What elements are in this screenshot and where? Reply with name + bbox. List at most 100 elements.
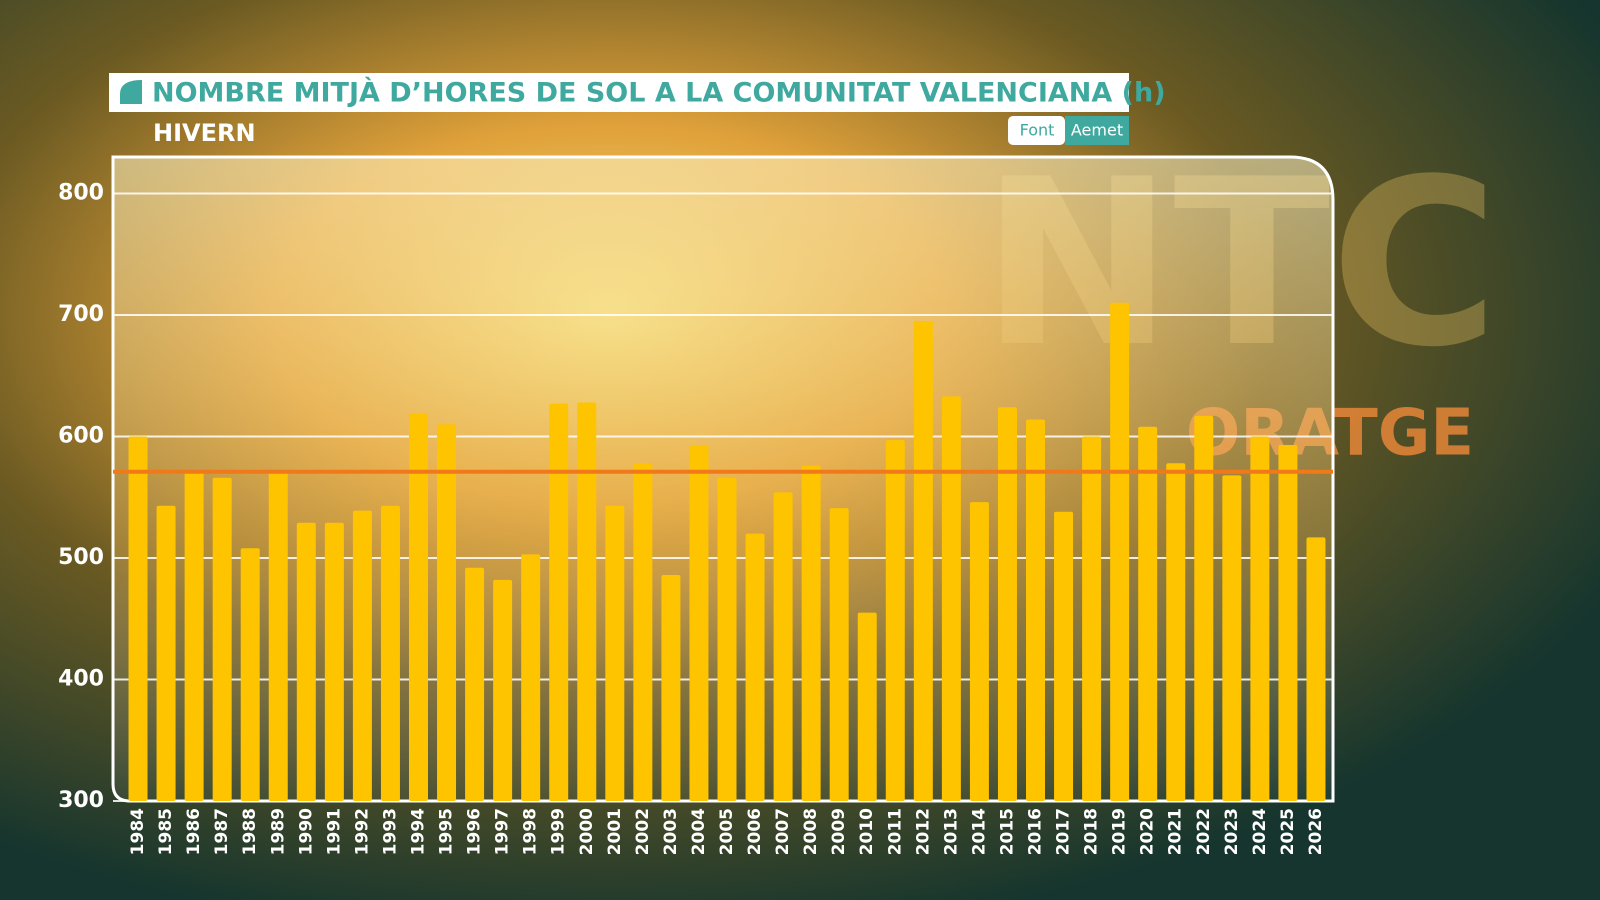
bar	[240, 548, 260, 801]
subtitle: HIVERN	[153, 119, 256, 147]
x-tick-label: 2008	[801, 808, 821, 855]
bar	[156, 505, 176, 801]
x-tick-label: 2000	[577, 808, 597, 855]
bar	[1026, 419, 1046, 801]
bar	[605, 505, 625, 801]
title-bar	[109, 73, 1129, 112]
bar	[184, 471, 204, 801]
source-label: Font	[1020, 121, 1055, 140]
x-tick-label: 2021	[1166, 808, 1186, 855]
bar	[633, 463, 653, 801]
bar	[493, 579, 513, 801]
bar	[549, 403, 569, 801]
x-tick-label: 2016	[1026, 808, 1046, 855]
bar	[1306, 537, 1326, 801]
y-tick-label: 300	[58, 788, 104, 813]
bar	[857, 612, 877, 801]
bar	[829, 508, 849, 801]
bar	[380, 505, 400, 801]
source: Aemet	[1071, 121, 1123, 140]
x-tick-label: 2017	[1054, 808, 1074, 855]
x-tick-label: 1986	[184, 808, 204, 855]
x-tick-label: 2013	[941, 808, 961, 855]
bar	[745, 533, 765, 801]
bar	[296, 522, 316, 801]
x-tick-label: 2009	[829, 808, 849, 855]
x-tick-label: 2001	[605, 808, 625, 855]
x-tick-label: 1991	[324, 808, 344, 855]
bar	[1138, 426, 1158, 801]
bar	[801, 465, 821, 801]
bar	[941, 396, 961, 801]
x-tick-label: 2011	[885, 808, 905, 855]
x-tick-label: 1992	[352, 808, 372, 855]
title-icon	[120, 80, 142, 104]
bar	[997, 407, 1017, 801]
x-tick-label: 2002	[633, 808, 653, 855]
bar	[465, 567, 485, 801]
y-tick-label: 700	[58, 302, 104, 327]
x-tick-label: 2015	[997, 808, 1017, 855]
x-tick-label: 1996	[465, 808, 485, 855]
bar	[969, 502, 989, 801]
x-tick-label: 2020	[1138, 808, 1158, 855]
bar	[521, 554, 541, 801]
x-tick-label: 2022	[1194, 808, 1214, 855]
x-tick-label: 1987	[212, 808, 232, 855]
x-tick-label: 2010	[857, 808, 877, 855]
x-tick-label: 1995	[437, 808, 457, 855]
source-box	[1065, 116, 1129, 145]
x-tick-label: 1999	[549, 808, 569, 855]
bar	[268, 471, 288, 801]
x-tick-label: 2003	[661, 808, 681, 855]
x-tick-label: 1998	[521, 808, 541, 855]
x-tick-label: 2026	[1306, 808, 1326, 855]
x-tick-label: 1993	[380, 808, 400, 855]
x-tick-label: 2014	[969, 808, 989, 855]
x-tick-label: 2023	[1222, 808, 1242, 855]
bar	[324, 522, 344, 801]
x-tick-label: 1989	[268, 808, 288, 855]
y-tick-label: 600	[58, 423, 104, 448]
bar	[689, 444, 709, 801]
x-tick-label: 2025	[1278, 808, 1298, 855]
chart-title: NOMBRE MITJÀ D’HORES DE SOL A LA COMUNIT…	[152, 77, 1166, 109]
x-tick-label: 2007	[773, 808, 793, 855]
bar	[1222, 475, 1242, 801]
x-tick-label: 1997	[493, 808, 513, 855]
x-tick-label: 2024	[1250, 808, 1270, 855]
bar	[437, 424, 457, 801]
bar	[661, 574, 681, 801]
bar	[1110, 302, 1130, 801]
bar	[577, 402, 597, 801]
x-tick-label: 1985	[156, 808, 176, 855]
bar	[1054, 511, 1074, 801]
bar	[773, 492, 793, 801]
y-tick-label: 400	[58, 666, 104, 691]
bar	[408, 413, 428, 801]
bar	[212, 477, 232, 801]
bar	[1250, 436, 1270, 801]
x-tick-label: 2005	[717, 808, 737, 855]
x-tick-label: 1988	[240, 808, 260, 855]
bar	[1166, 463, 1186, 801]
bar	[1194, 415, 1214, 801]
bar	[352, 510, 372, 801]
x-tick-label: 2012	[913, 808, 933, 855]
bar	[1278, 444, 1298, 801]
bar	[913, 321, 933, 801]
x-tick-label: 2019	[1110, 808, 1130, 855]
x-tick-label: 1990	[296, 808, 316, 855]
x-tick-label: 2006	[745, 808, 765, 855]
bar	[885, 440, 905, 801]
y-tick-label: 800	[58, 180, 104, 205]
bar	[128, 436, 148, 801]
bar	[717, 477, 737, 801]
y-tick-label: 500	[58, 545, 104, 570]
x-tick-label: 1984	[128, 808, 148, 855]
x-tick-label: 1994	[408, 808, 428, 855]
bar	[1082, 436, 1102, 801]
x-tick-label: 2004	[689, 808, 709, 855]
